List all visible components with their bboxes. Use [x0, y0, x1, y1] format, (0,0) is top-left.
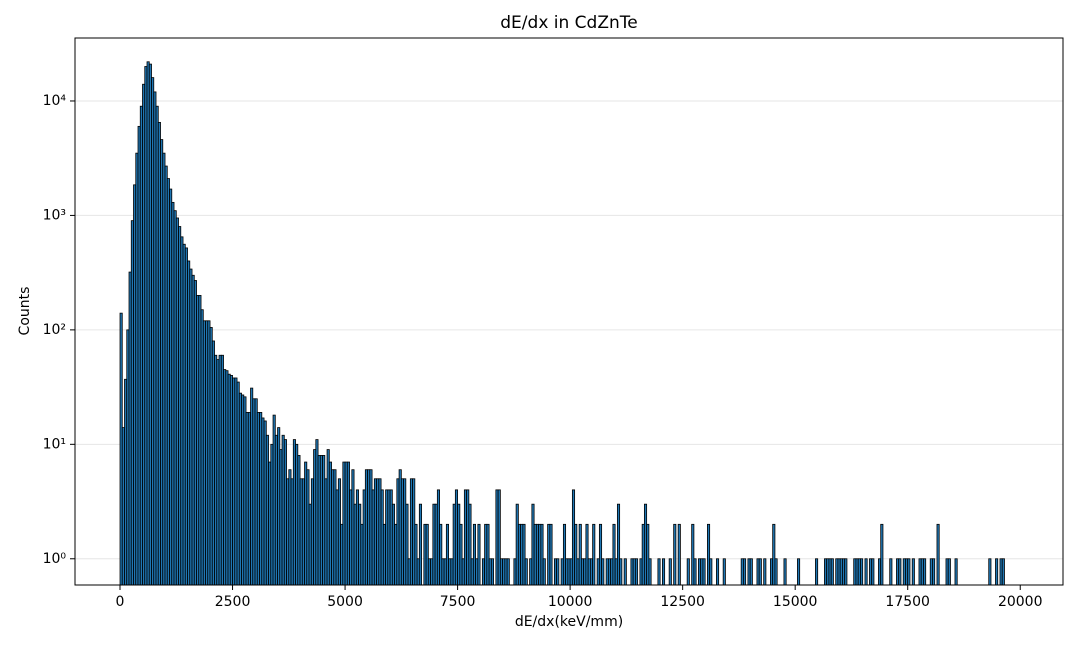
- bar: [923, 558, 927, 586]
- x-tick-label: 10000: [548, 594, 593, 610]
- bar: [623, 558, 627, 586]
- bar: [542, 558, 546, 586]
- chart-title: dE/dx in CdZnTe: [500, 13, 637, 33]
- x-tick-label: 15000: [773, 594, 818, 610]
- bar: [871, 558, 875, 586]
- bar: [907, 558, 911, 586]
- bar: [673, 523, 677, 586]
- bar: [844, 558, 848, 586]
- bar: [797, 558, 801, 586]
- bar: [815, 558, 819, 586]
- bar: [749, 558, 753, 586]
- bar: [716, 558, 720, 586]
- y-tick-label: 10³: [43, 207, 66, 223]
- bar: [743, 558, 747, 586]
- bar: [898, 558, 902, 586]
- bar: [418, 503, 422, 586]
- bar: [661, 558, 666, 586]
- bar: [880, 523, 884, 586]
- bar: [947, 558, 951, 586]
- bar: [995, 558, 999, 586]
- bar: [477, 523, 481, 586]
- x-tick-label: 17500: [885, 594, 930, 610]
- bar: [634, 558, 639, 586]
- bar: [556, 558, 560, 586]
- y-tick-label: 10⁴: [43, 93, 67, 109]
- bar: [549, 523, 553, 586]
- x-tick-label: 7500: [440, 594, 476, 610]
- bar: [709, 558, 713, 586]
- bar: [936, 523, 940, 586]
- bar: [774, 558, 778, 586]
- x-axis-label: dE/dx(keV/mm): [515, 614, 623, 630]
- plot-frame: [74, 37, 1064, 586]
- y-tick-label: 10⁰: [43, 551, 67, 567]
- bar: [677, 523, 681, 586]
- x-tick-label: 5000: [327, 594, 363, 610]
- bar: [490, 558, 495, 586]
- bar: [830, 558, 834, 586]
- bar: [668, 558, 672, 586]
- bar: [988, 558, 992, 586]
- bar: [758, 558, 762, 586]
- bar: [524, 558, 528, 586]
- bar: [954, 558, 958, 586]
- x-tick-label: 2500: [215, 594, 251, 610]
- bar: [911, 558, 915, 586]
- x-tick-label: 20000: [998, 594, 1043, 610]
- bar: [619, 558, 623, 586]
- bar: [592, 523, 596, 586]
- bar: [686, 558, 690, 586]
- bar: [860, 558, 864, 586]
- bar: [693, 558, 697, 586]
- bar: [657, 558, 661, 586]
- y-axis-label: Counts: [17, 287, 33, 336]
- bar: [783, 558, 787, 586]
- y-tick-label: 10²: [43, 322, 66, 338]
- bar: [702, 558, 706, 586]
- x-tick-label: 0: [116, 594, 125, 610]
- bar: [506, 558, 510, 586]
- bar: [722, 558, 726, 586]
- bar: [864, 558, 868, 586]
- bar: [648, 558, 652, 586]
- bar: [932, 558, 936, 586]
- bar: [601, 558, 605, 586]
- y-tick-label: 10¹: [43, 436, 66, 452]
- bar: [889, 558, 893, 586]
- x-tick-label: 12500: [660, 594, 705, 610]
- bar: [1001, 558, 1005, 586]
- bar: [763, 558, 767, 586]
